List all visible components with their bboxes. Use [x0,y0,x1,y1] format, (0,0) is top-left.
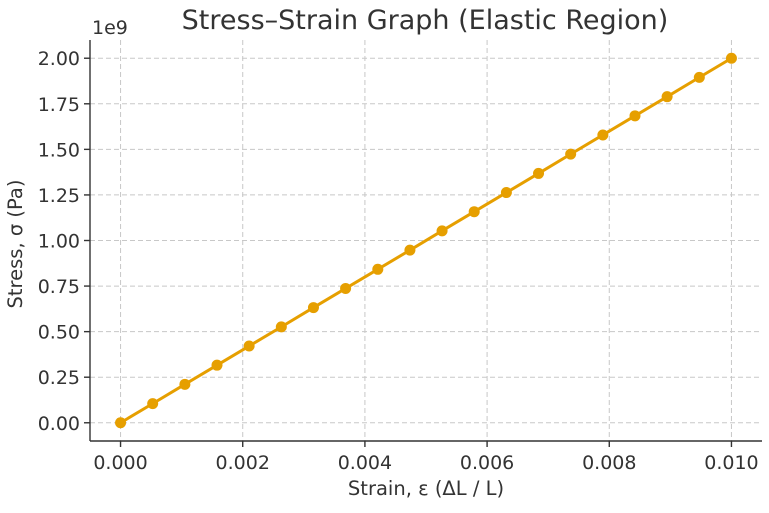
data-point [147,398,159,410]
data-point [693,71,705,83]
data-point [404,244,416,256]
y-tick-label: 2.00 [38,48,80,70]
x-tick-label: 0.004 [338,452,392,474]
data-point [500,187,512,199]
x-tick-label: 0.002 [216,452,270,474]
data-point [372,263,384,275]
data-point [661,91,673,103]
data-point [468,206,480,218]
y-tick-label: 1.25 [38,185,80,207]
x-tick-label: 0.008 [582,452,636,474]
y-tick-label: 0.50 [38,322,80,344]
y-tick-label: 1.50 [38,139,80,161]
y-tick-label: 0.75 [38,276,80,298]
y-tick-label: 1.75 [38,94,80,116]
y-tick-label: 0.00 [38,413,80,435]
data-point [725,52,737,64]
y-tick-label: 1.00 [38,231,80,253]
y-axis-offset-label: 1e9 [92,17,128,39]
ticks: 0.000 0.002 0.004 0.006 0.008 0.010 0.00 0.25 0.… [38,48,759,474]
data-series [115,52,737,429]
data-point [307,302,319,314]
data-point [211,359,223,371]
data-point [597,129,609,141]
x-axis-label: Strain, ε (ΔL / L) [348,477,504,500]
data-point [275,321,287,333]
chart-title: Stress–Strain Graph (Elastic Region) [182,5,669,36]
x-tick-label: 0.000 [93,452,147,474]
data-point [436,225,448,237]
data-point [565,148,577,160]
y-axis-label: Stress, σ (Pa) [4,180,27,309]
data-point [243,340,255,352]
data-point [629,110,641,122]
series-line [119,56,733,425]
y-tick-label: 0.25 [38,367,80,389]
grid [90,40,762,441]
data-point [179,378,191,390]
x-tick-label: 0.006 [460,452,514,474]
data-point [115,417,127,429]
x-tick-label: 0.010 [704,452,758,474]
data-point [533,167,545,179]
data-point [340,282,352,294]
